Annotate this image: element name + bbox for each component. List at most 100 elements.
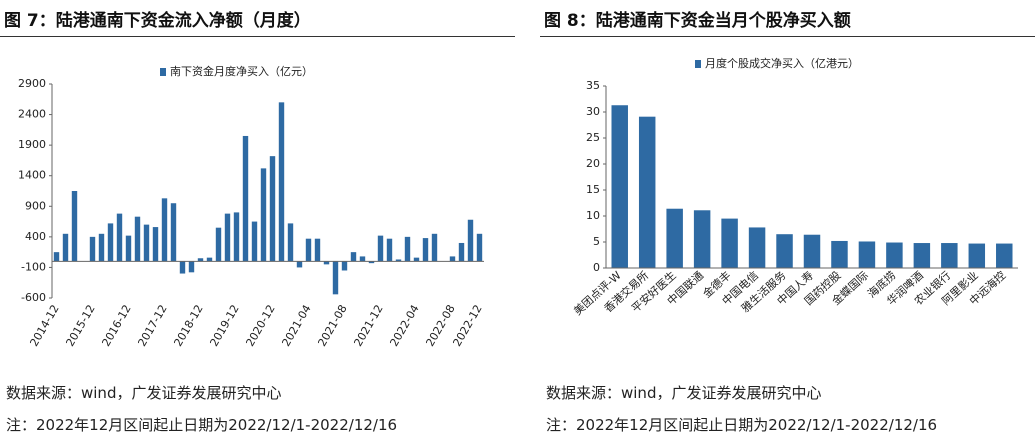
bar [413, 257, 420, 262]
x-tick-label: 2019-12 [207, 303, 241, 349]
bar [260, 168, 267, 262]
bar [233, 212, 240, 262]
divider [540, 36, 1035, 37]
bar [107, 223, 114, 262]
bar [170, 203, 177, 262]
bar [449, 256, 456, 262]
bar [359, 256, 366, 262]
x-tick-label: 2021-08 [315, 303, 349, 349]
bar [968, 243, 986, 268]
bar [206, 257, 213, 262]
bar [941, 243, 958, 268]
x-tick-label: 2015-12 [63, 303, 97, 349]
bar [913, 243, 931, 268]
bar [748, 227, 766, 268]
bar [332, 261, 339, 295]
y-tick-label: 1900 [18, 138, 46, 151]
x-tick-label: 2018-12 [171, 303, 205, 349]
x-tick-label: 2017-12 [135, 303, 169, 349]
figure-title: 图 7：陆港通南下资金流入净额（月度） [4, 11, 311, 31]
bar [224, 213, 231, 262]
y-tick-label: 400 [25, 230, 46, 243]
bar [368, 261, 375, 264]
bar [62, 233, 69, 262]
bar [116, 213, 123, 262]
panel: 图 8：陆港通南下资金当月个股净买入额 0 5 10 15 20 25 30 35 月度个股成交… [540, 0, 1035, 444]
bar [134, 216, 141, 262]
x-tick-label: 2014-12 [27, 303, 61, 349]
bar [386, 238, 393, 262]
y-tick-label: 5 [593, 235, 600, 248]
y-tick-label: 900 [25, 199, 46, 212]
x-tick-label: 2020-12 [243, 303, 277, 349]
bar [71, 191, 78, 262]
bar [296, 261, 303, 268]
y-tick-label: 35 [586, 79, 600, 92]
y-tick-label: 15 [586, 183, 600, 196]
bar [404, 236, 411, 262]
y-tick-label: 2400 [18, 108, 46, 121]
y-tick-label: 0 [593, 261, 600, 274]
chart: -600 -100 400 900 1400 1900 2400 2900 南下资金月度净买入（… [18, 64, 485, 349]
x-tick-label: 2021-04 [279, 303, 313, 349]
chart: 05101520253035月度个股成交净买入（亿港元）美团点评-W香港交易所平… [571, 56, 1018, 318]
panel: 图 7：陆港通南下资金流入净额（月度） -600 -100 400 900 1400 19… [0, 0, 515, 444]
bar [323, 261, 330, 265]
bar [278, 102, 285, 262]
bar [53, 252, 60, 262]
note: 注：2022年12月区间起止日期为2022/12/1-2022/12/16 [546, 416, 938, 434]
bar [803, 234, 821, 268]
y-tick-label: 10 [586, 209, 600, 222]
legend-label: 月度个股成交净买入（亿港元） [705, 56, 859, 70]
bar [831, 240, 848, 268]
bar [143, 224, 150, 262]
x-tick-label: 2021-12 [351, 303, 385, 349]
bar [611, 105, 628, 269]
bar [98, 233, 105, 262]
y-tick-label: 25 [586, 131, 600, 144]
legend-swatch [160, 68, 166, 76]
bar [693, 210, 711, 268]
divider [0, 36, 515, 37]
bar [458, 242, 465, 262]
y-tick-label: 20 [586, 157, 600, 170]
note: 注：2022年12月区间起止日期为2022/12/1-2022/12/16 [6, 416, 398, 434]
bar [188, 261, 195, 273]
bar [89, 236, 96, 262]
bar [269, 156, 276, 262]
bar [886, 242, 903, 268]
bar [638, 116, 656, 269]
y-tick-label: 2900 [18, 77, 46, 90]
bar [287, 223, 294, 262]
x-tick-label: 2022-04 [387, 303, 421, 349]
bar [350, 252, 357, 262]
bar [305, 238, 312, 262]
bar [467, 219, 474, 262]
bar [179, 261, 186, 274]
bar [721, 218, 738, 268]
source: 数据来源：wind，广发证券发展研究中心 [6, 384, 282, 402]
bar [776, 234, 793, 268]
bar [377, 235, 384, 262]
bar [161, 198, 168, 262]
y-tick-label: -100 [21, 260, 46, 273]
bar [395, 259, 402, 262]
bar [152, 227, 159, 262]
bar [476, 233, 483, 262]
bar [341, 261, 348, 271]
legend-label: 南下资金月度净买入（亿元） [170, 64, 313, 78]
bar [858, 241, 876, 268]
y-tick-label: 30 [586, 105, 600, 118]
x-tick-label: 2016-12 [99, 303, 133, 349]
y-tick-label: -600 [21, 291, 46, 304]
bar [422, 238, 429, 262]
bar [125, 235, 132, 262]
bar [251, 221, 258, 262]
bar [314, 238, 321, 262]
bar [197, 258, 204, 262]
bar [242, 135, 249, 262]
bar [215, 227, 222, 262]
figure-title: 图 8：陆港通南下资金当月个股净买入额 [544, 11, 851, 31]
bar [666, 208, 683, 268]
source: 数据来源：wind，广发证券发展研究中心 [546, 384, 822, 402]
